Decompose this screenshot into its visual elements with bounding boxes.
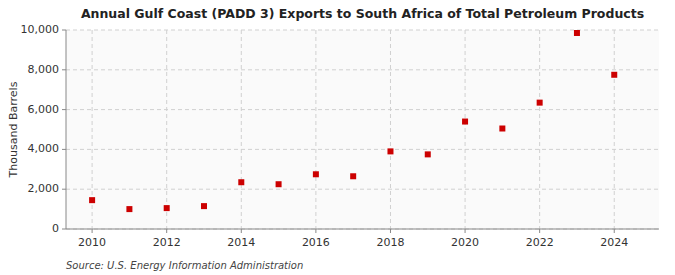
x-tick-label: 2024 — [600, 236, 628, 249]
y-grid-line — [66, 69, 659, 70]
x-grid-line — [539, 30, 540, 229]
x-tick — [614, 229, 615, 233]
point — [89, 197, 95, 203]
y-tick — [62, 189, 66, 190]
x-tick-label: 2018 — [376, 236, 404, 249]
x-tick — [241, 229, 242, 233]
point — [425, 151, 431, 157]
y-tick-label: 2,000 — [28, 182, 60, 195]
point — [164, 205, 170, 211]
point — [350, 173, 356, 179]
point — [499, 126, 505, 132]
x-tick-label: 2012 — [153, 236, 181, 249]
points — [89, 30, 617, 212]
y-tick-label: 0 — [52, 222, 59, 235]
x-tick-label: 2016 — [302, 236, 330, 249]
y-grid-line — [66, 189, 659, 190]
x-axis-line — [66, 229, 659, 230]
y-grid-line — [66, 149, 659, 150]
point — [387, 148, 393, 154]
x-tick — [315, 229, 316, 233]
y-tick — [62, 149, 66, 150]
x-tick — [92, 229, 93, 233]
x-grid-line — [614, 30, 615, 229]
point — [276, 181, 282, 187]
y-tick-label: 6,000 — [28, 103, 60, 116]
x-tick-label: 2014 — [227, 236, 255, 249]
x-tick — [465, 229, 466, 233]
x-tick-label: 2020 — [451, 236, 479, 249]
point — [238, 179, 244, 185]
y-tick — [62, 229, 66, 230]
x-tick — [166, 229, 167, 233]
y-axis-line — [66, 30, 67, 229]
x-tick-label: 2010 — [78, 236, 106, 249]
grid — [66, 30, 659, 229]
axes: 0 2,000 4,000 6,000 8,000 10,000 2010 2012 2014 2… — [21, 23, 660, 249]
x-grid-line — [390, 30, 391, 229]
y-tick-label: 8,000 — [28, 63, 60, 76]
y-grid-line — [66, 109, 659, 110]
x-grid-line — [315, 30, 316, 229]
point — [574, 30, 580, 36]
y-axis-label: Thousand Barrels — [7, 81, 20, 178]
chart: 0 2,000 4,000 6,000 8,000 10,000 2010 2012 2014 2… — [0, 0, 675, 275]
point — [537, 100, 543, 106]
point — [201, 203, 207, 209]
point — [462, 119, 468, 125]
x-tick — [539, 229, 540, 233]
y-grid-line — [66, 30, 659, 31]
y-tick-label: 10,000 — [21, 23, 60, 36]
title: Annual Gulf Coast (PADD 3) Exports to So… — [81, 6, 644, 21]
point — [126, 206, 132, 212]
x-grid-line — [465, 30, 466, 229]
x-tick-label: 2022 — [526, 236, 554, 249]
x-tick — [390, 229, 391, 233]
y-grid-line — [66, 229, 659, 230]
y-tick — [62, 30, 66, 31]
y-tick-label: 4,000 — [28, 142, 60, 155]
point — [313, 171, 319, 177]
x-grid-line — [241, 30, 242, 229]
x-grid-line — [166, 30, 167, 229]
point — [611, 72, 617, 78]
y-tick — [62, 69, 66, 70]
plot-area — [66, 30, 659, 229]
source-note: Source: U.S. Energy Information Administ… — [66, 260, 303, 271]
y-tick — [62, 109, 66, 110]
